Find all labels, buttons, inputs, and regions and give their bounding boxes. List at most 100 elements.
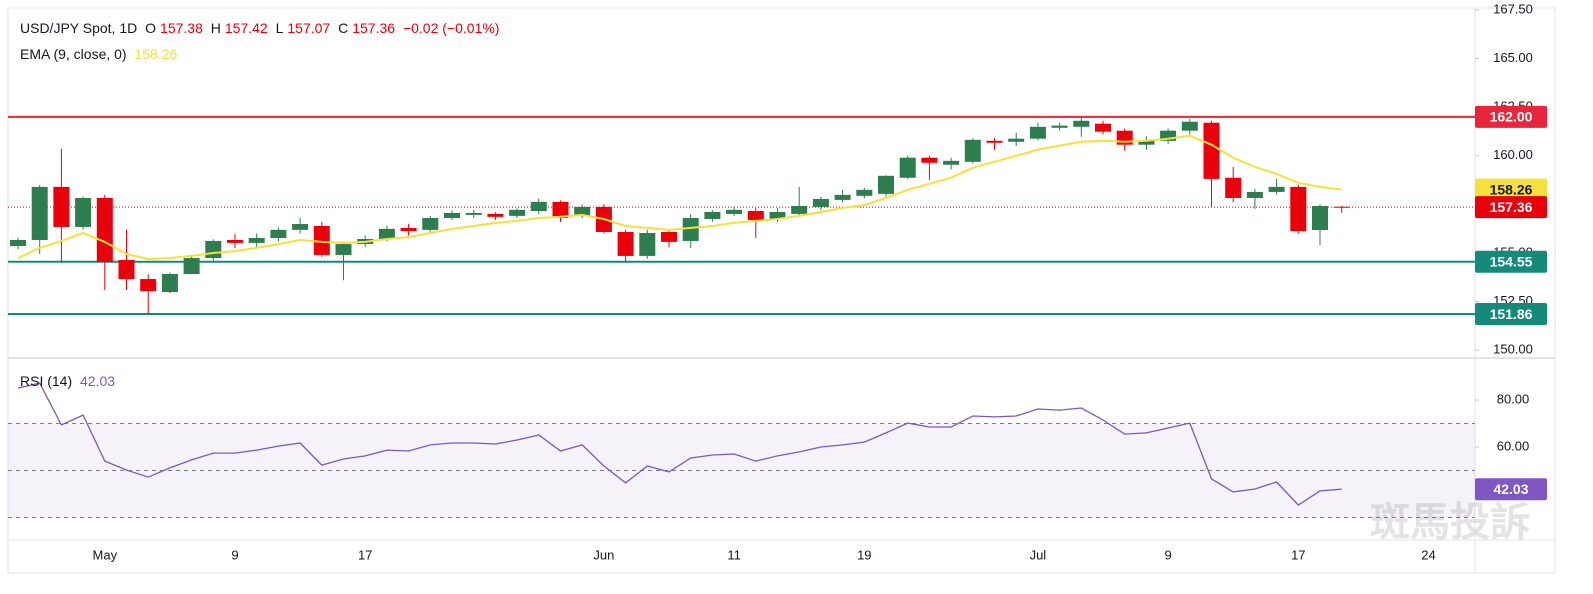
level-badge-bg [1475,303,1547,326]
ohlc-key: O [145,20,157,36]
candle-body [118,260,135,280]
x-tick-label: Jul [1030,547,1047,562]
candle-body [140,279,157,292]
candle-body [1160,130,1177,141]
rsi-value: 42.03 [80,373,116,389]
candle-body [53,186,70,227]
candle-body [704,211,721,219]
ema-legend: EMA (9, close, 0) 158.26 [20,46,181,62]
y-tick-label: 160.00 [1493,147,1533,162]
candle-body [422,218,439,230]
x-tick-label: May [93,547,118,562]
level-badge-bg [1475,105,1547,128]
symbol: USD/JPY Spot, 1D [20,20,138,36]
candle-body [1290,186,1307,232]
rsi-name: RSI (14) [20,373,73,389]
candle-body [726,209,743,214]
candle-body [1051,125,1068,128]
candle-body [183,258,200,274]
candle-body [769,211,786,219]
candle-body [682,218,699,241]
candle-body [856,189,873,196]
candle-body [400,227,417,232]
ema-badge: 158.26 [1490,181,1533,197]
x-tick-label: 17 [358,547,372,562]
candle-body [509,209,526,216]
candle-body [10,239,26,246]
ohlc-key: L [275,20,284,36]
x-tick-label: 17 [1291,547,1305,562]
candle-body [899,157,916,178]
candle-body [444,212,460,218]
candle-body [617,232,634,256]
x-tick-label: 9 [231,547,238,562]
candle-body [834,194,851,200]
ema-badge-bg [1475,178,1547,201]
level-badge: 154.55 [1490,253,1533,269]
candle-body [378,228,395,239]
candle-body [1312,205,1328,231]
y2-tick-label: 80.00 [1497,391,1530,406]
x-tick-label: 24 [1421,547,1435,562]
candle-body [964,139,981,162]
candle-body [530,201,547,211]
candle-body [465,212,482,215]
candle-body [812,198,829,207]
rsi-badge-bg [1475,478,1547,501]
candle-body [747,211,764,220]
frame [7,7,1556,574]
candle-body [1008,138,1025,142]
watermark: 斑馬投訴 [1370,501,1530,545]
candle-body [270,229,287,239]
level-badge: 162.00 [1490,109,1533,125]
ema-name: EMA (9, close, 0) [20,46,127,62]
price-badge-bg [1475,196,1547,219]
candle-body [1268,186,1285,192]
y2-tick-label: 60.00 [1497,438,1530,453]
candle-body [943,160,960,165]
candle-body [639,232,656,256]
candle-body [313,225,330,255]
change: −0.02 (−0.01%) [402,20,500,36]
candle-body [661,232,677,242]
ohlc-value: 157.07 [287,20,331,36]
rsi-line [17,382,1342,506]
candle-body [574,206,591,216]
price-badge: 157.36 [1490,199,1533,215]
candle-body [161,274,178,293]
ohlc-key: C [338,20,349,36]
candle-body [205,240,222,259]
ohlc-value: 157.42 [224,20,268,36]
candle-body [1181,121,1198,131]
rsi-badge: 42.03 [1493,481,1528,497]
candle-body [487,213,504,217]
candle-body [1029,126,1046,139]
y-tick-label: 167.50 [1493,1,1533,16]
candle-body [248,238,265,243]
candle-body [878,175,894,194]
x-tick-label: 9 [1164,547,1171,562]
ohlc-value: 157.36 [352,20,396,36]
level-badge-bg [1475,250,1547,273]
candle-body [292,224,309,230]
candle-body [335,244,352,255]
x-tick-label: Jun [593,547,614,562]
x-tick-label: 19 [857,547,871,562]
candle-body [1333,206,1350,208]
ohlc-value: 157.38 [160,20,203,36]
candle-body [1203,122,1220,179]
level-badge: 151.86 [1490,306,1533,322]
header: USD/JPY Spot, 1D O 157.38 H 157.42 L 157.07… [20,20,503,36]
ema-value: 158.26 [134,46,178,62]
y-tick-label: 165.00 [1493,50,1533,65]
ema-line [17,134,1342,261]
candle-body [1225,177,1242,198]
candle-body [791,205,808,214]
candle-body [1138,140,1155,145]
candle-body [75,197,92,227]
x-tick-label: 11 [727,547,741,562]
candle-body [1095,123,1111,132]
y-tick-label: 150.00 [1493,342,1533,357]
